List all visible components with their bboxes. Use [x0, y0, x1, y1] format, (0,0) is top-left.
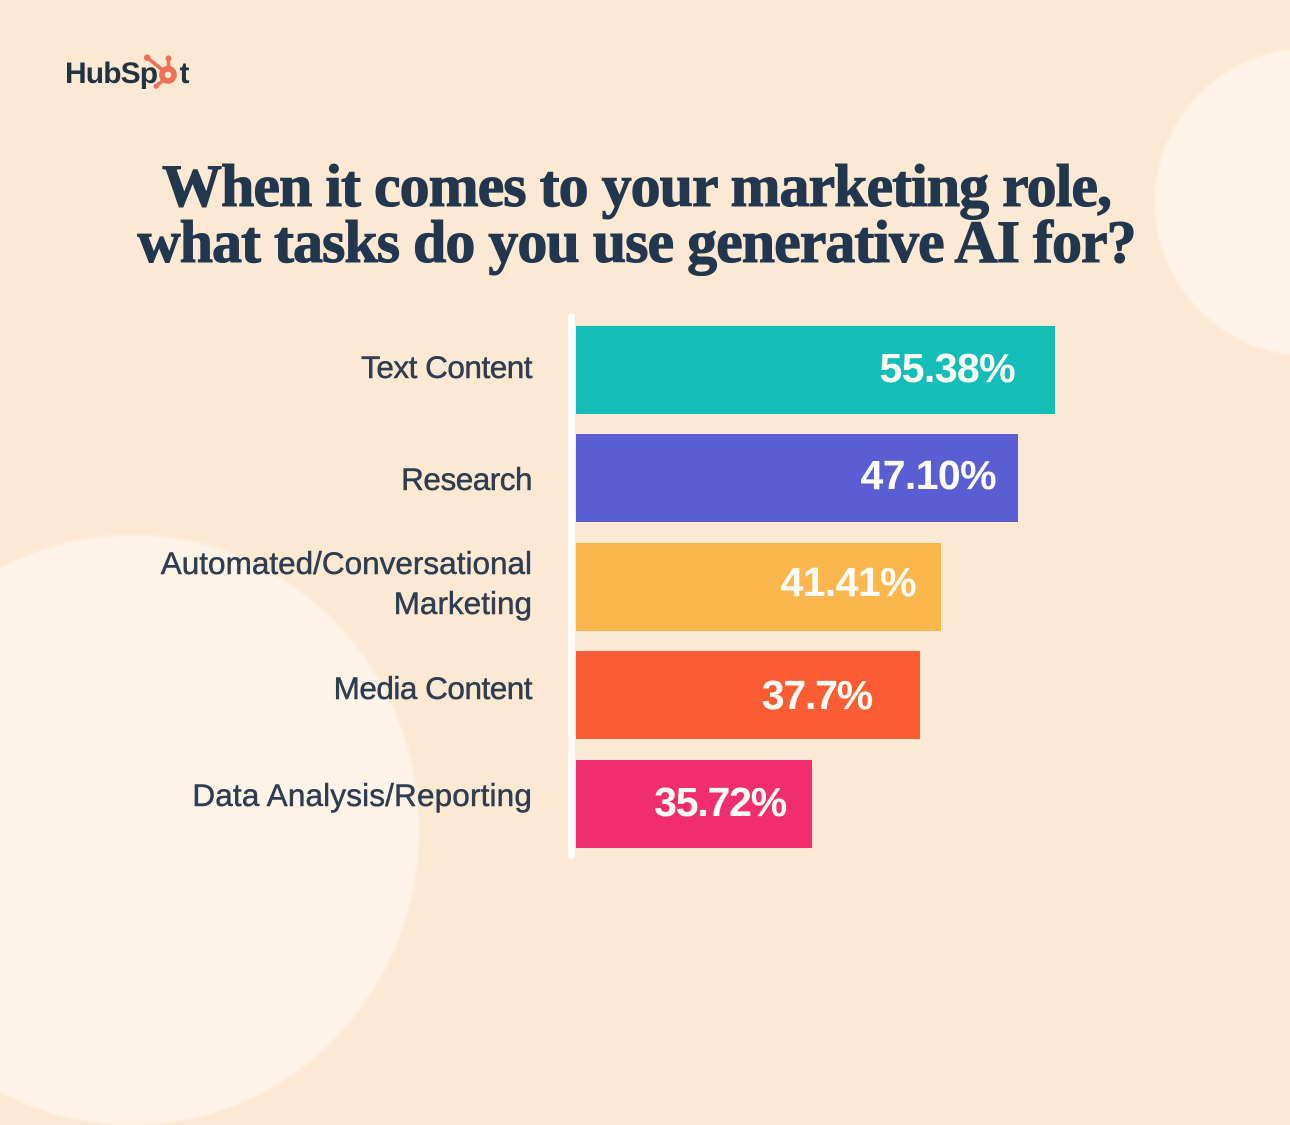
- svg-text:t: t: [180, 57, 190, 90]
- svg-text:HubSp: HubSp: [65, 57, 158, 90]
